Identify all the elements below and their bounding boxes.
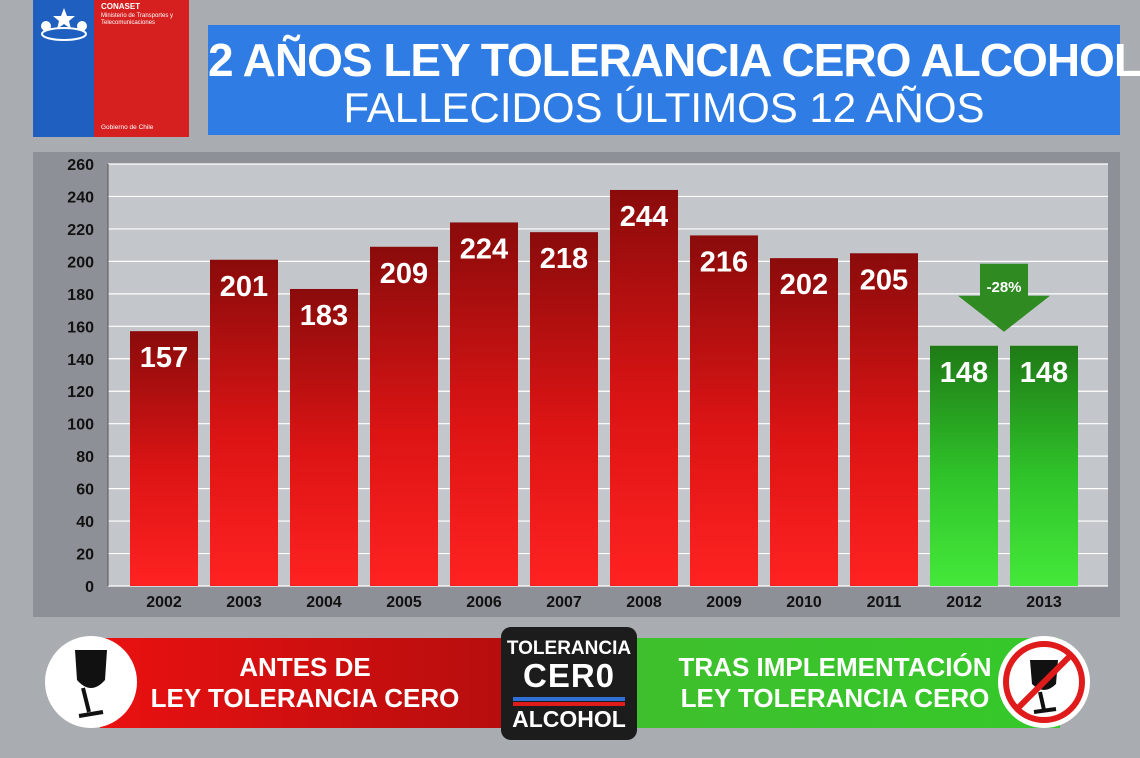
bar-chart: 0 20 40 60 80 100 120 140 160 180 200 220 240 260 157… [67, 157, 1108, 611]
bar-value-label: 201 [220, 271, 268, 303]
x-tick-label: 2011 [867, 594, 902, 611]
y-tick-label: 100 [67, 417, 94, 434]
no-wine-glass-icon [1003, 641, 1085, 723]
bar-value-label: 224 [460, 233, 508, 265]
bar-2008 [610, 189, 678, 586]
bar-2012 [930, 345, 998, 586]
chile-crest-icon [41, 8, 87, 41]
x-tick-label: 2003 [226, 594, 262, 611]
y-tick-label: 140 [67, 352, 94, 369]
bar-2004 [290, 288, 358, 586]
bar-2007 [530, 232, 598, 586]
bar-2002 [130, 331, 198, 586]
y-tick-label: 220 [67, 222, 94, 239]
y-tick-label: 40 [76, 514, 94, 531]
x-tick-label: 2013 [1026, 594, 1062, 611]
badge-line-3: ALCOHOL [512, 706, 626, 732]
badge-blue-stripe [513, 697, 625, 701]
y-tick-label: 160 [67, 319, 94, 336]
bar-value-label: 157 [140, 342, 188, 374]
bar-2009 [690, 235, 758, 586]
y-tick-label: 240 [67, 189, 94, 206]
y-tick-label: 120 [67, 384, 94, 401]
bar-value-label: 218 [540, 243, 588, 275]
bar-2005 [370, 246, 438, 586]
logo-name: CONASET [101, 2, 141, 11]
bar-value-label: 202 [780, 269, 828, 301]
x-tick-label: 2008 [626, 594, 662, 611]
y-tick-label: 20 [76, 547, 94, 564]
y-tick-label: 260 [67, 157, 94, 174]
title-banner: 2 AÑOS LEY TOLERANCIA CERO ALCOHOL FALLE… [208, 25, 1140, 135]
after-law-legend [630, 638, 1060, 728]
bar-value-label: 216 [700, 246, 748, 278]
x-tick-label: 2007 [546, 594, 582, 611]
wine-glass-circle [45, 636, 137, 728]
badge-line-1: TOLERANCIA [506, 638, 632, 659]
x-tick-label: 2006 [466, 594, 502, 611]
after-line-1: TRAS IMPLEMENTACIÓN [678, 652, 992, 682]
wine-glass-icon [75, 650, 107, 718]
bar-2011 [850, 253, 918, 586]
before-law-legend [100, 638, 530, 728]
x-tick-label: 2012 [946, 594, 982, 611]
tolerancia-cero-badge: TOLERANCIA CER0 ALCOHOL [501, 627, 637, 740]
bar-value-label: 205 [860, 264, 908, 296]
y-tick-label: 0 [85, 579, 94, 596]
y-tick-label: 80 [76, 449, 94, 466]
bar-2010 [770, 258, 838, 586]
badge-line-2: CER0 [522, 657, 616, 694]
y-tick-label: 60 [76, 482, 94, 499]
page-title: 2 AÑOS LEY TOLERANCIA CERO ALCOHOL [208, 34, 1140, 86]
chart-panel: 0 20 40 60 80 100 120 140 160 180 200 220 240 260 157… [33, 152, 1120, 617]
logo-government: Gobierno de Chile [101, 124, 154, 131]
decrease-annotation: -28% [986, 279, 1021, 296]
logo-red-panel [94, 0, 189, 137]
no-wine-circle [998, 636, 1090, 728]
bar-2003 [210, 259, 278, 586]
before-line-2: LEY TOLERANCIA CERO [150, 683, 460, 713]
x-tick-label: 2005 [386, 594, 422, 611]
bar-2013 [1010, 345, 1078, 586]
decrease-arrow-icon [958, 263, 1050, 332]
badge-red-stripe [513, 702, 625, 706]
bar-value-label: 244 [620, 201, 668, 233]
after-law-label: TRAS IMPLEMENTACIÓN LEY TOLERANCIA CERO [670, 652, 1000, 714]
y-tick-label: 200 [67, 254, 94, 271]
x-tick-label: 2010 [786, 594, 822, 611]
logo-ministry: Ministerio de Transportes y Telecomunica… [101, 13, 174, 26]
before-law-label: ANTES DE LEY TOLERANCIA CERO [140, 652, 470, 714]
x-tick-label: 2009 [706, 594, 742, 611]
x-tick-label: 2004 [306, 594, 342, 611]
y-tick-label: 180 [67, 287, 94, 304]
bar-value-label: 183 [300, 300, 348, 332]
after-line-2: LEY TOLERANCIA CERO [680, 683, 990, 713]
bar-value-label: 148 [940, 357, 988, 389]
bar-2006 [450, 222, 518, 586]
bar-value-label: 148 [1020, 357, 1068, 389]
page-subtitle: FALLECIDOS ÚLTIMOS 12 AÑOS [343, 84, 985, 131]
before-line-1: ANTES DE [239, 652, 371, 682]
x-tick-label: 2002 [146, 594, 182, 611]
bar-value-label: 209 [380, 258, 428, 290]
